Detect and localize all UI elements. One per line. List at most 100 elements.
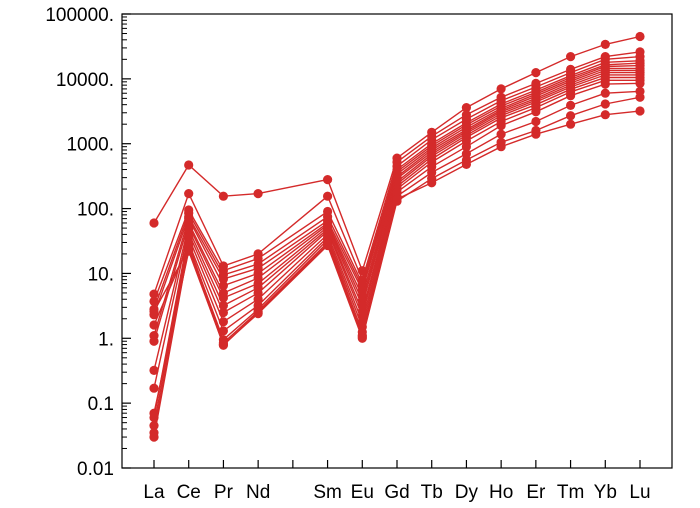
series-line <box>153 67 640 342</box>
x-tick-label: Nd <box>246 482 270 503</box>
data-point <box>218 274 228 284</box>
data-point <box>149 306 159 316</box>
data-point <box>496 137 506 147</box>
series-line <box>153 90 641 345</box>
series-line <box>153 96 641 414</box>
y-tick-label: 10. <box>88 264 114 285</box>
data-point <box>600 110 610 120</box>
data-point <box>461 155 471 165</box>
data-point <box>566 91 576 101</box>
x-tick-label: Yb <box>594 482 617 503</box>
series-line <box>153 62 641 316</box>
data-point <box>218 340 228 350</box>
data-point <box>218 281 228 291</box>
data-point <box>461 103 471 113</box>
y-tick-label: 1000. <box>66 135 114 156</box>
data-point <box>496 84 506 94</box>
series-line <box>153 60 641 310</box>
x-tick-label: Ce <box>177 482 201 503</box>
data-point <box>531 68 541 78</box>
data-point <box>566 52 576 62</box>
x-tick-label: Gd <box>384 482 409 503</box>
data-point <box>184 160 194 170</box>
data-point <box>149 408 159 418</box>
y-tick-label: 0.1 <box>88 394 114 415</box>
data-point <box>566 100 576 110</box>
x-tick-label: Tb <box>421 482 443 503</box>
y-tick-label: 100. <box>77 200 114 221</box>
data-point <box>253 189 263 199</box>
data-point <box>357 333 367 343</box>
data-point <box>600 88 610 98</box>
data-point <box>323 175 333 185</box>
data-point <box>531 107 541 117</box>
data-point <box>531 125 541 136</box>
x-tick-label: Dy <box>455 482 479 503</box>
series-line <box>153 51 641 295</box>
series-line <box>153 69 640 371</box>
y-tick-label: 10000. <box>56 70 114 91</box>
data-point <box>253 294 263 304</box>
data-point <box>323 240 333 251</box>
y-tick-label: 100000. <box>45 5 114 26</box>
x-tick-label: Er <box>526 482 546 503</box>
data-point <box>461 142 471 152</box>
data-point <box>218 326 228 336</box>
data-point <box>149 218 159 228</box>
series-line <box>153 79 640 433</box>
x-tick-label: La <box>143 482 165 503</box>
data-point <box>218 293 228 303</box>
series-line <box>153 55 641 302</box>
data-point <box>496 121 506 131</box>
y-axis-labels: 0.01 0.1 1. 10. 100. 1000. 10000. 100000. <box>45 5 114 480</box>
data-point <box>323 191 333 201</box>
series-line <box>153 71 640 389</box>
data-point <box>149 432 159 442</box>
data-point <box>218 191 228 201</box>
axes <box>121 13 673 469</box>
data-point <box>635 106 645 116</box>
data-point <box>253 309 263 319</box>
series-line <box>153 74 640 418</box>
data-point <box>218 317 228 327</box>
data-point <box>531 116 541 127</box>
data-point <box>600 99 610 109</box>
y-tick-label: 1. <box>98 329 114 350</box>
x-tick-label: Lu <box>629 482 650 503</box>
series-line <box>153 35 641 273</box>
y-tick-label: 0.01 <box>77 459 114 480</box>
data-point <box>357 266 367 276</box>
x-tick-label: Sm <box>313 482 342 503</box>
data-point <box>149 320 159 330</box>
series-line <box>153 76 640 426</box>
data-point <box>149 336 159 346</box>
data-point <box>218 300 228 311</box>
data-point <box>635 92 645 102</box>
data-point <box>566 111 576 121</box>
x-tick-label: Pr <box>214 482 234 503</box>
data-point <box>218 307 228 318</box>
data-point <box>392 196 402 206</box>
plot-lines <box>153 35 641 438</box>
data-point <box>149 289 159 299</box>
data-point <box>600 79 610 89</box>
data-point <box>149 365 159 375</box>
data-point <box>149 383 159 393</box>
x-tick-label: Ho <box>489 482 513 503</box>
data-point <box>427 174 437 184</box>
x-tick-label: Tm <box>557 482 584 503</box>
data-point <box>635 31 645 42</box>
x-tick-label: Eu <box>351 482 374 503</box>
x-axis-labels: La Ce Pr Nd Sm Eu Gd Tb Dy Ho Er Tm Yb Lu <box>143 482 650 503</box>
series-line <box>153 64 641 336</box>
data-point <box>184 189 194 199</box>
plot-points <box>149 31 645 442</box>
data-point <box>149 296 159 306</box>
data-point <box>566 119 576 129</box>
data-point <box>149 421 159 431</box>
data-point <box>496 129 506 139</box>
data-point <box>600 39 610 50</box>
series-line <box>153 82 641 438</box>
data-point <box>635 78 645 88</box>
